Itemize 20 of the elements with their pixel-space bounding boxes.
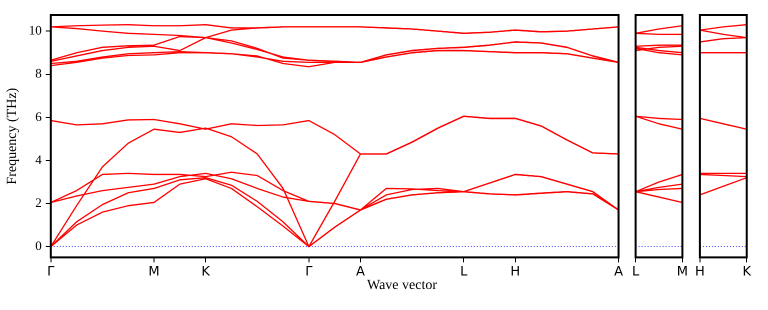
x-tick-label: Γ	[305, 264, 314, 280]
y-tick-label: 10	[28, 22, 42, 38]
y-tick-label: 4	[35, 152, 42, 167]
y-axis-title: Frequency (THz)	[5, 87, 20, 185]
x-tick-label: M	[676, 264, 688, 280]
x-tick-label: K	[742, 264, 752, 280]
x-axis-title: Wave vector	[366, 278, 438, 294]
x-tick-label: H	[694, 264, 705, 280]
y-tick-label: 2	[35, 194, 42, 210]
y-tick-label: 6	[35, 108, 42, 124]
x-tick-label: H	[510, 264, 520, 280]
x-tick-label: K	[201, 264, 210, 280]
x-tick-label: L	[632, 264, 640, 280]
y-tick-label: 8	[35, 66, 42, 81]
x-tick-label: A	[356, 264, 366, 280]
y-tick-label: 0	[35, 238, 42, 254]
x-tick-label: Γ	[47, 264, 56, 280]
x-tick-label: M	[148, 264, 160, 280]
x-tick-label: A	[614, 264, 624, 280]
x-tick-label: L	[460, 264, 468, 280]
